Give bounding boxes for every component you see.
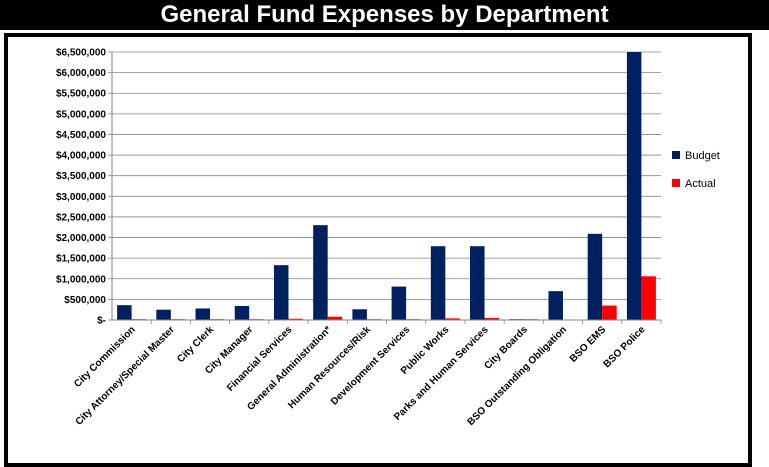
x-tick-label: BSO Police (602, 324, 648, 370)
bar-budget (548, 291, 563, 320)
bar-actual (484, 317, 500, 320)
y-tick-label: $1,500,000 (56, 254, 106, 265)
y-tick-label: $- (97, 316, 106, 327)
bar-budget (156, 309, 171, 320)
x-tick-label: Financial Services (225, 324, 295, 394)
y-tick-label: $4,500,000 (56, 130, 106, 141)
x-tick-label: City Clerk (175, 324, 216, 365)
chart-frame: $- $500,000 $1,000,000 $1,500,000 $2,000,000… (4, 33, 752, 467)
y-tick-label: $2,500,000 (56, 212, 106, 223)
legend-label-budget: Budget (685, 150, 720, 162)
bar-budget (273, 265, 289, 320)
chart-title: General Fund Expenses by Department (0, 0, 769, 30)
y-tick-label: $5,500,000 (56, 89, 106, 100)
legend: Budget Actual (672, 150, 720, 190)
gridlines (112, 51, 661, 300)
bar-actual (641, 276, 656, 320)
y-tick-label: $1,000,000 (56, 274, 106, 285)
bar-budget (195, 308, 211, 320)
y-tick-label: $3,500,000 (56, 171, 106, 182)
y-tick-label: $3,000,000 (56, 192, 106, 203)
bar-actual (327, 316, 343, 320)
bar-actual (288, 318, 303, 320)
y-tick-label: $6,500,000 (56, 48, 106, 59)
bar-budget (587, 233, 603, 320)
bar-budget (470, 246, 485, 320)
y-tick-label: $2,000,000 (56, 233, 106, 244)
bar-budget (391, 286, 407, 320)
bar-budget (626, 52, 642, 320)
bar-actual (602, 305, 617, 320)
x-tick-label: Development Services (329, 324, 413, 408)
legend-label-actual: Actual (685, 178, 716, 190)
legend-swatch-actual (672, 179, 680, 187)
bar-budget (352, 309, 367, 320)
bar-budget (430, 246, 446, 320)
x-tick-label: BSO EMS (568, 324, 609, 365)
bar-budget (234, 305, 250, 320)
y-tick-label: $4,000,000 (56, 151, 106, 162)
bars (117, 52, 656, 320)
y-tick-label: $500,000 (64, 295, 106, 306)
bar-budget (117, 305, 132, 320)
bar-budget (313, 225, 328, 320)
y-tick-label: $6,000,000 (56, 68, 106, 79)
bar-actual (445, 318, 460, 320)
y-tick-label: $5,000,000 (56, 109, 106, 120)
bar-chart: $- $500,000 $1,000,000 $1,500,000 $2,000,000… (56, 48, 720, 428)
legend-swatch-budget (672, 151, 680, 159)
